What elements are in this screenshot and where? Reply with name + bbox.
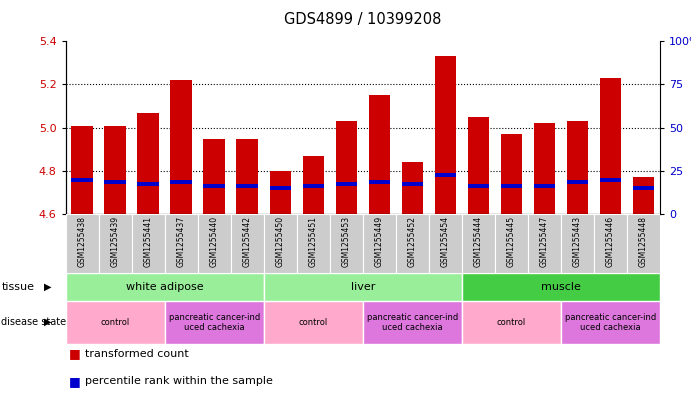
Bar: [269, 171, 291, 214]
Bar: [495, 214, 528, 273]
Bar: [435, 57, 456, 214]
Bar: [468, 184, 489, 188]
Bar: [435, 173, 456, 177]
Bar: [71, 178, 93, 182]
Bar: [104, 126, 126, 214]
Bar: [401, 182, 423, 186]
Bar: [533, 123, 555, 214]
Bar: [533, 184, 555, 188]
Bar: [236, 138, 258, 214]
Bar: [198, 214, 231, 273]
Bar: [171, 80, 192, 214]
Text: GDS4899 / 10399208: GDS4899 / 10399208: [284, 12, 442, 27]
Bar: [462, 273, 660, 301]
Text: ■: ■: [69, 347, 81, 360]
Bar: [132, 214, 164, 273]
Text: control: control: [497, 318, 526, 327]
Text: GSM1255442: GSM1255442: [243, 216, 252, 267]
Bar: [203, 138, 225, 214]
Bar: [164, 301, 264, 344]
Text: GSM1255451: GSM1255451: [309, 216, 318, 267]
Bar: [363, 301, 462, 344]
Bar: [633, 178, 654, 214]
Bar: [171, 180, 192, 184]
Text: GSM1255450: GSM1255450: [276, 216, 285, 267]
Bar: [66, 301, 164, 344]
Text: ■: ■: [69, 375, 81, 388]
Text: GSM1255440: GSM1255440: [209, 216, 219, 267]
Bar: [468, 117, 489, 214]
Bar: [429, 214, 462, 273]
Text: GSM1255438: GSM1255438: [77, 216, 86, 267]
Bar: [66, 214, 99, 273]
Text: control: control: [299, 318, 328, 327]
Text: GSM1255452: GSM1255452: [408, 216, 417, 267]
Bar: [264, 214, 296, 273]
Bar: [627, 214, 660, 273]
Bar: [567, 180, 588, 184]
Bar: [594, 214, 627, 273]
Bar: [336, 182, 357, 186]
Text: GSM1255444: GSM1255444: [474, 216, 483, 267]
Bar: [567, 121, 588, 214]
Bar: [330, 214, 363, 273]
Text: GSM1255443: GSM1255443: [573, 216, 582, 267]
Bar: [633, 186, 654, 190]
Bar: [269, 186, 291, 190]
Text: GSM1255447: GSM1255447: [540, 216, 549, 267]
Bar: [368, 95, 390, 214]
Bar: [500, 184, 522, 188]
Text: GSM1255439: GSM1255439: [111, 216, 120, 267]
Bar: [303, 184, 324, 188]
Bar: [528, 214, 561, 273]
Text: liver: liver: [350, 282, 375, 292]
Bar: [336, 121, 357, 214]
Text: pancreatic cancer-ind
uced cachexia: pancreatic cancer-ind uced cachexia: [169, 312, 260, 332]
Bar: [66, 273, 264, 301]
Bar: [296, 214, 330, 273]
Bar: [264, 301, 363, 344]
Text: white adipose: white adipose: [126, 282, 204, 292]
Bar: [231, 214, 264, 273]
Bar: [368, 180, 390, 184]
Text: control: control: [101, 318, 130, 327]
Bar: [264, 273, 462, 301]
Text: pancreatic cancer-ind
uced cachexia: pancreatic cancer-ind uced cachexia: [367, 312, 458, 332]
Bar: [71, 126, 93, 214]
Text: tissue: tissue: [1, 282, 35, 292]
Text: GSM1255445: GSM1255445: [507, 216, 516, 267]
Text: GSM1255446: GSM1255446: [606, 216, 615, 267]
Bar: [600, 178, 621, 182]
Text: GSM1255437: GSM1255437: [177, 216, 186, 267]
Bar: [561, 214, 594, 273]
Bar: [561, 301, 660, 344]
Bar: [462, 301, 561, 344]
Text: ▶: ▶: [44, 282, 51, 292]
Bar: [462, 214, 495, 273]
Bar: [138, 182, 159, 186]
Bar: [363, 214, 396, 273]
Text: muscle: muscle: [541, 282, 581, 292]
Text: pancreatic cancer-ind
uced cachexia: pancreatic cancer-ind uced cachexia: [565, 312, 656, 332]
Bar: [500, 134, 522, 214]
Bar: [236, 184, 258, 188]
Bar: [138, 112, 159, 214]
Bar: [164, 214, 198, 273]
Bar: [401, 162, 423, 214]
Text: GSM1255441: GSM1255441: [144, 216, 153, 267]
Text: GSM1255449: GSM1255449: [375, 216, 384, 267]
Text: percentile rank within the sample: percentile rank within the sample: [85, 376, 273, 386]
Bar: [203, 184, 225, 188]
Bar: [600, 78, 621, 214]
Bar: [396, 214, 429, 273]
Bar: [99, 214, 132, 273]
Text: ▶: ▶: [44, 317, 51, 327]
Text: disease state: disease state: [1, 317, 66, 327]
Text: transformed count: transformed count: [85, 349, 189, 359]
Bar: [303, 156, 324, 214]
Text: GSM1255454: GSM1255454: [441, 216, 450, 267]
Text: GSM1255453: GSM1255453: [342, 216, 351, 267]
Bar: [104, 180, 126, 184]
Text: GSM1255448: GSM1255448: [639, 216, 648, 267]
